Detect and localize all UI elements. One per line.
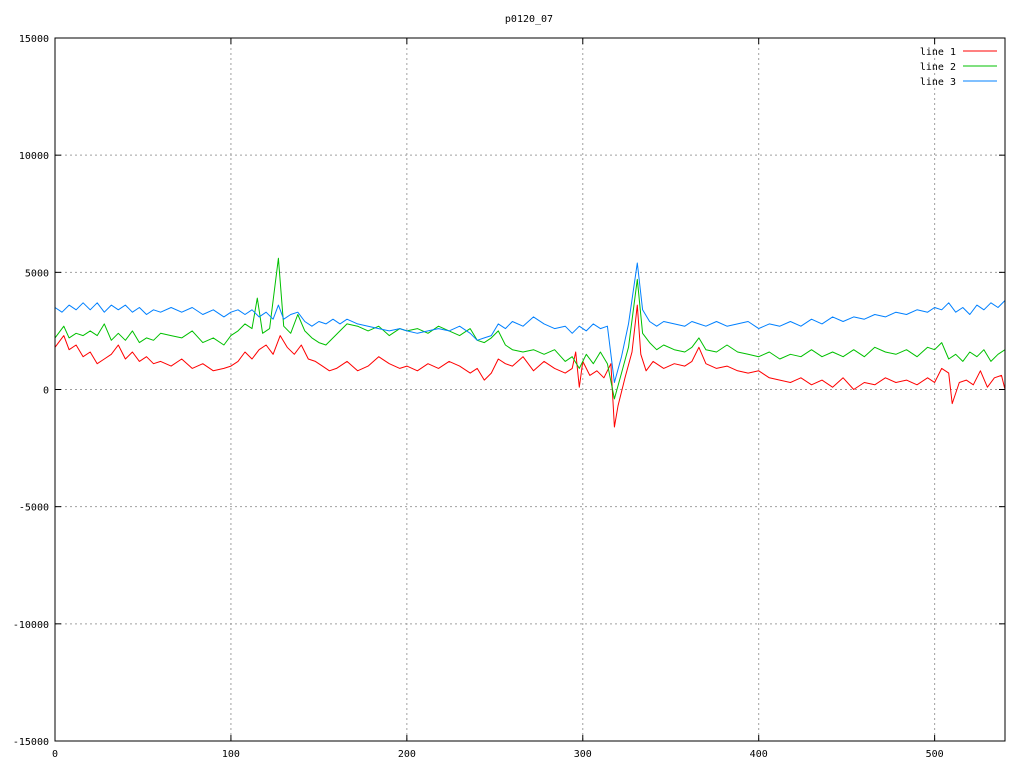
y-tick-label: -10000 [13,620,49,631]
y-tick-label: 10000 [19,151,49,162]
grid-lines [55,38,1005,741]
legend-label: line 1 [920,47,956,58]
y-tick-label: 15000 [19,34,49,45]
legend: line 1 line 2 line 3 [920,47,997,88]
series-lines [54,257,1006,428]
y-tick-label: -5000 [19,503,49,514]
y-tick-label: 5000 [25,268,49,279]
x-tick-label: 200 [398,749,416,760]
chart-title: p0120_07 [505,14,553,25]
series-line-1 [54,304,1006,428]
x-tick-label: 0 [52,749,58,760]
x-tick-label: 400 [750,749,768,760]
x-tick-label: 500 [926,749,944,760]
legend-label: line 2 [920,62,956,73]
axes: 0 100 200 300 400 500 -15000 -10000 -5000 0 5000 10… [13,34,1005,760]
y-tick-label: 0 [43,386,49,397]
x-tick-label: 300 [574,749,592,760]
x-tick-label: 100 [222,749,240,760]
series-line-2 [54,257,1006,400]
legend-label: line 3 [920,77,956,88]
y-tick-label: -15000 [13,737,49,748]
series-line-3 [54,262,1006,383]
